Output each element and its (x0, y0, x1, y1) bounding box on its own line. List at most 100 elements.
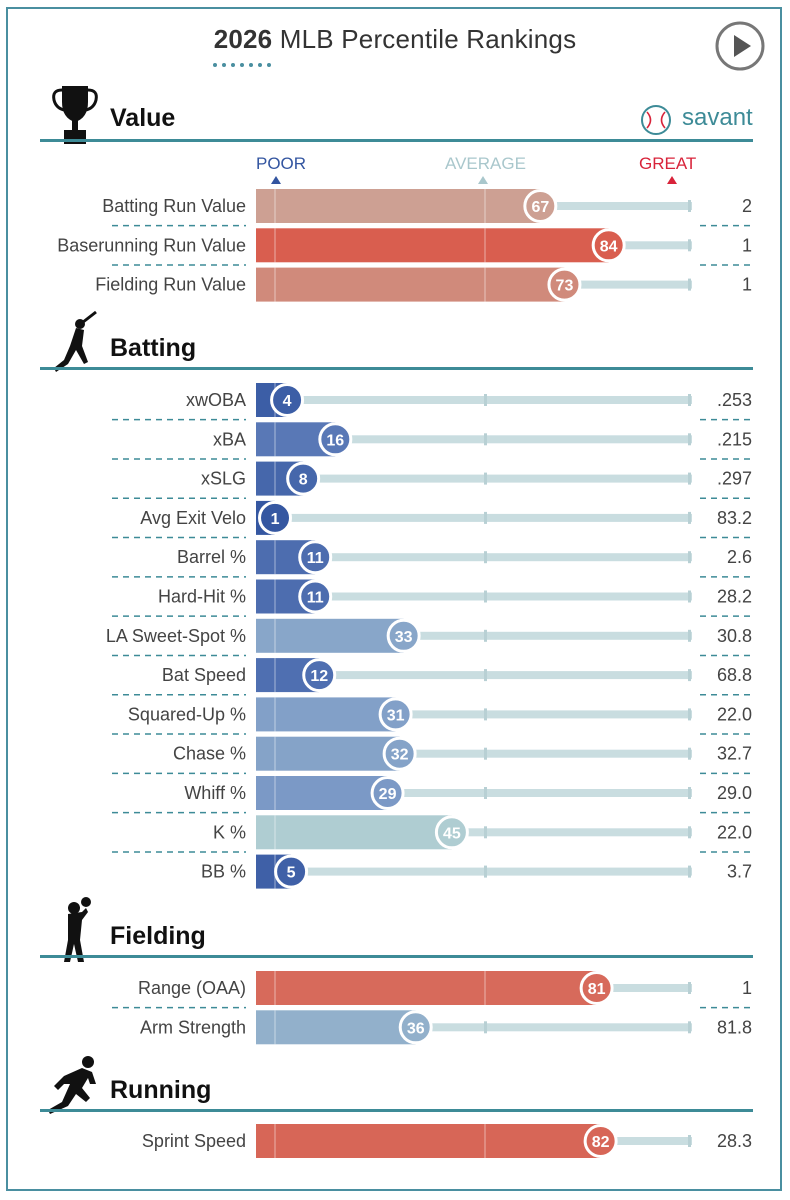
metric-label: BB % (201, 862, 246, 882)
percentile-value: 31 (387, 707, 405, 724)
metric-label: Sprint Speed (142, 1131, 246, 1151)
track-tick (688, 551, 691, 564)
track-tick (484, 629, 487, 642)
track-tick (688, 200, 691, 212)
bar-guide (274, 618, 276, 653)
section-rule-batting (40, 367, 753, 370)
percentile-value: 8 (299, 472, 308, 489)
bar-guide (274, 540, 276, 575)
metric-value: 2.6 (727, 547, 752, 567)
percentile-track (256, 631, 692, 640)
percentile-value: 11 (307, 590, 324, 607)
bar-guide (274, 1010, 276, 1045)
trophy-icon (52, 86, 98, 144)
track-tick (688, 708, 691, 721)
percentile-bubble (398, 1010, 433, 1045)
baseball-icon (641, 105, 671, 135)
metric-value: 30.8 (717, 626, 752, 646)
percentile-bar (256, 697, 396, 732)
batter-icon (54, 310, 97, 372)
percentile-track (256, 396, 692, 404)
metric-value: 83.2 (717, 508, 752, 528)
percentile-value: 82 (592, 1134, 610, 1151)
percentile-bubble (583, 1124, 618, 1158)
percentile-value: 33 (395, 629, 413, 646)
track-tick (484, 865, 487, 878)
bar-guide (484, 189, 486, 223)
percentile-track (256, 513, 692, 522)
metric-value: 1 (742, 978, 752, 998)
track-tick (484, 472, 487, 485)
runner-icon (48, 1056, 96, 1114)
track-tick (688, 629, 691, 642)
percentile-bubble (591, 228, 626, 263)
track-tick (688, 239, 691, 252)
percentile-bar (256, 736, 400, 771)
percentile-value: 5 (287, 865, 296, 882)
track-tick (688, 590, 691, 603)
track-tick (484, 747, 487, 760)
percentile-track (256, 435, 692, 444)
percentile-bubble (298, 579, 333, 614)
track-tick (688, 787, 691, 799)
percentile-bubble (547, 267, 582, 302)
bar-guide (274, 776, 276, 810)
percentile-bubble (370, 776, 405, 810)
track-tick (484, 511, 487, 524)
scale-average-label: AVERAGE (445, 154, 526, 173)
bar-guide (274, 658, 276, 693)
metric-value: .297 (717, 469, 752, 489)
track-tick (688, 1021, 691, 1034)
percentile-value: 1 (271, 511, 280, 528)
percentile-bar (256, 815, 452, 850)
track-tick (688, 278, 691, 291)
track-tick (688, 1135, 691, 1147)
track-tick (688, 982, 691, 994)
percentile-value: 16 (326, 432, 344, 449)
track-tick (484, 787, 487, 799)
title-year: 2026 (213, 24, 273, 54)
percentile-bubble (318, 422, 353, 457)
percentile-track (256, 474, 692, 483)
percentile-value: 29 (379, 786, 397, 803)
metric-label: Avg Exit Velo (140, 508, 246, 528)
percentile-value: 73 (556, 278, 574, 295)
track-tick (688, 747, 691, 760)
percentile-value: 11 (307, 550, 324, 567)
metric-value: 28.2 (717, 587, 752, 607)
bar-guide (484, 1124, 486, 1158)
metric-label: LA Sweet-Spot % (106, 626, 246, 646)
percentile-value: 12 (310, 668, 328, 685)
metric-value: .253 (717, 390, 752, 410)
track-tick (688, 433, 691, 446)
metric-value: 22.0 (717, 704, 752, 724)
metric-label: xwOBA (186, 390, 246, 410)
metric-value: 2 (742, 196, 752, 216)
percentile-bubble (302, 658, 337, 693)
bar-guide (274, 228, 276, 263)
fielder-icon (64, 897, 91, 962)
track-tick (484, 394, 487, 406)
percentile-bubble (258, 500, 293, 535)
metric-value: 68.8 (717, 665, 752, 685)
metric-label: Arm Strength (140, 1017, 246, 1037)
bar-guide (274, 736, 276, 771)
metric-label: Whiff % (184, 783, 246, 803)
scale-poor-arrow (271, 176, 281, 184)
bar-guide (274, 189, 276, 223)
page-title: 2026 MLB Percentile Rankings (0, 24, 790, 55)
metric-value: .215 (717, 429, 752, 449)
track-tick (484, 708, 487, 721)
percentile-bar (256, 189, 541, 223)
chart-frame (6, 7, 782, 1191)
track-tick (484, 433, 487, 446)
section-rule-running (40, 1109, 753, 1112)
percentile-value: 36 (407, 1020, 425, 1037)
bar-guide (274, 697, 276, 732)
play-icon[interactable] (714, 20, 766, 72)
percentile-track (256, 710, 692, 719)
metric-value: 1 (742, 275, 752, 295)
metric-label: xSLG (201, 469, 246, 489)
percentile-value: 81 (588, 981, 606, 998)
bar-guide (274, 971, 276, 1005)
